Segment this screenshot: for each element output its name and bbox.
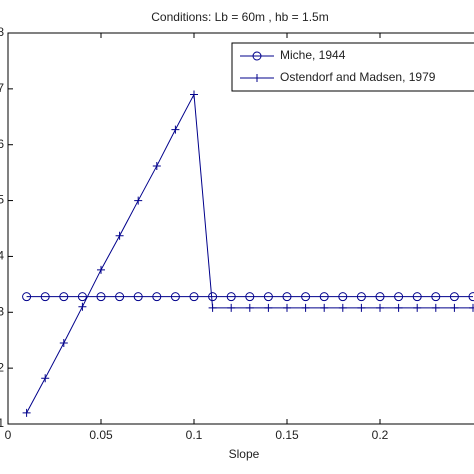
legend-label: Ostendorf and Madsen, 1979 (280, 70, 436, 84)
plot-frame (7, 32, 474, 425)
x-tick-label: 0.15 (275, 428, 299, 442)
marker (170, 292, 180, 302)
marker (357, 303, 366, 312)
marker (301, 303, 310, 312)
marker (134, 196, 143, 205)
marker (264, 303, 273, 312)
marker (469, 303, 474, 312)
marker (375, 292, 385, 302)
marker (115, 231, 124, 240)
marker (22, 292, 32, 302)
legend-label: Miche, 1944 (280, 48, 346, 62)
marker (208, 292, 218, 302)
marker (59, 292, 69, 302)
marker (263, 292, 273, 302)
marker (208, 303, 217, 312)
marker (189, 292, 199, 302)
marker (283, 303, 291, 312)
marker (449, 292, 459, 302)
marker (394, 303, 403, 312)
marker (22, 408, 31, 417)
marker (431, 292, 441, 302)
marker (171, 125, 180, 134)
marker (59, 339, 68, 348)
y-tick-label: 3 (0, 304, 4, 318)
marker (96, 292, 106, 302)
x-tick-label: 0.05 (89, 428, 113, 442)
marker (320, 303, 329, 312)
marker (338, 303, 347, 312)
x-axis-label: Slope (229, 447, 260, 461)
legend-box (231, 42, 474, 92)
marker (152, 161, 161, 170)
marker (413, 303, 422, 312)
marker (394, 292, 404, 302)
y-tick-label: 4 (0, 249, 4, 263)
y-tick-label: 8 (0, 25, 4, 39)
marker (301, 292, 311, 302)
marker (319, 292, 329, 302)
marker (152, 292, 162, 302)
y-tick-label: 5 (0, 193, 4, 207)
marker (282, 292, 292, 302)
marker (356, 292, 366, 302)
marker (97, 265, 105, 274)
y-tick-label: 1 (0, 416, 4, 430)
marker (115, 292, 125, 302)
marker (227, 303, 236, 312)
marker (190, 90, 198, 99)
marker (450, 303, 459, 312)
x-tick-label: 0.2 (372, 428, 389, 442)
marker (431, 303, 440, 312)
x-tick-label: 0.1 (186, 428, 203, 442)
marker (245, 292, 255, 302)
marker (226, 292, 236, 302)
chart-title: Conditions: Lb = 60m , hb = 1.5m (151, 10, 328, 24)
y-tick-label: 6 (0, 137, 4, 151)
marker (78, 302, 87, 311)
x-tick-label: 0 (5, 428, 12, 442)
marker (40, 292, 50, 302)
marker (133, 292, 143, 302)
y-tick-label: 2 (0, 360, 4, 374)
marker (77, 292, 87, 302)
marker (41, 374, 50, 383)
marker (468, 292, 474, 302)
y-tick-label: 7 (0, 81, 4, 95)
marker (376, 303, 384, 312)
marker (338, 292, 348, 302)
marker (253, 74, 261, 82)
legend: Miche, 1944 Ostendorf and Madsen, 1979 (231, 42, 474, 92)
marker (245, 303, 254, 312)
marker (412, 292, 422, 302)
marker (252, 51, 262, 61)
